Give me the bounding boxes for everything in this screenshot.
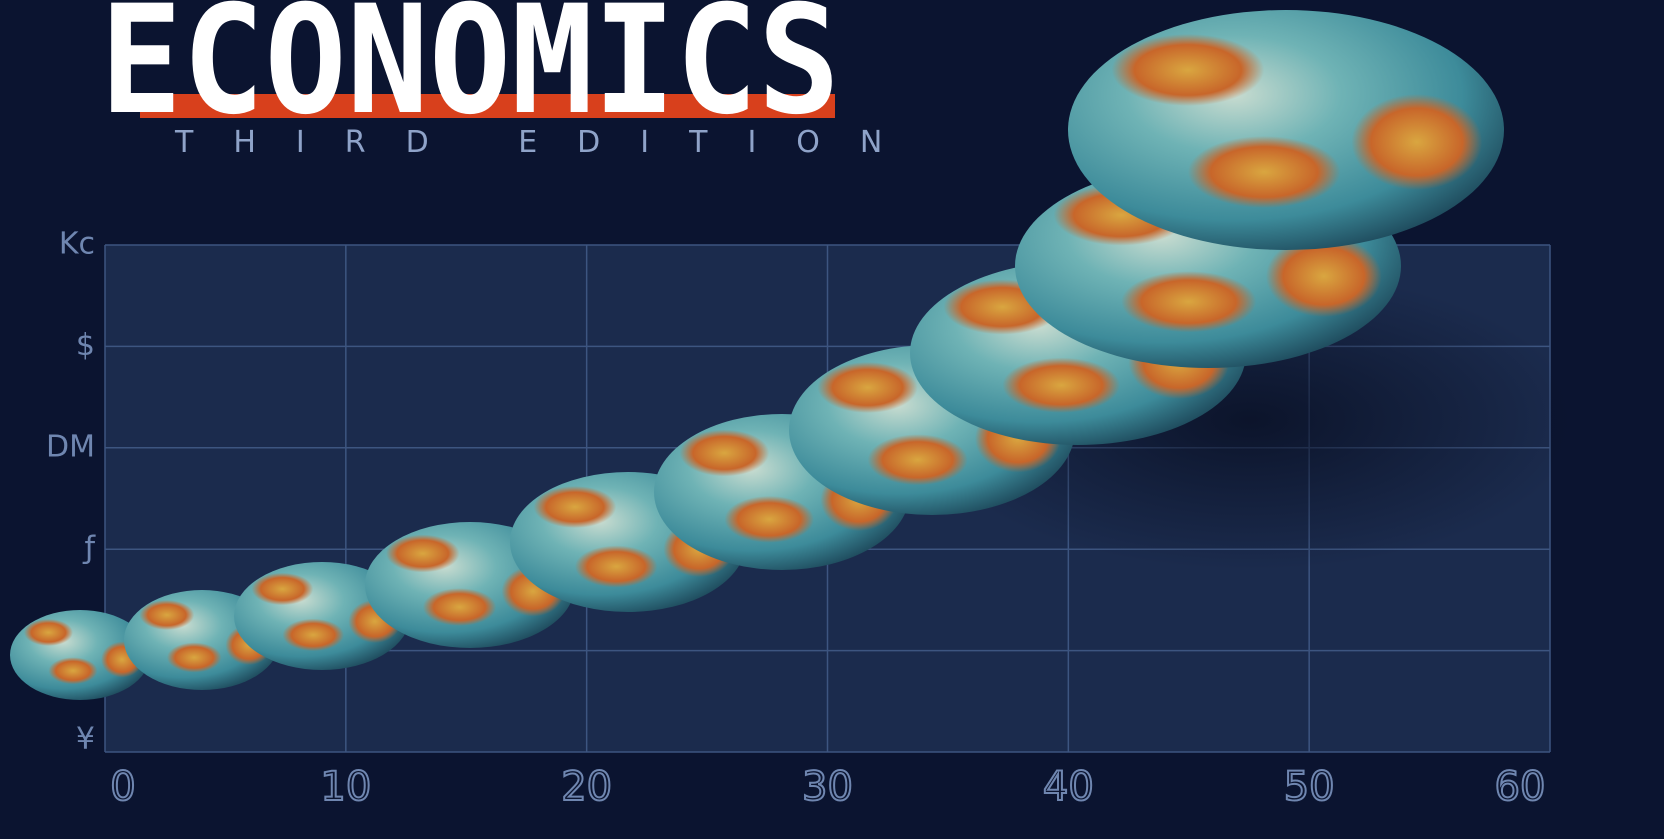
continent (24, 619, 73, 646)
continent (1112, 34, 1265, 106)
x-tick-label: 20 (561, 764, 612, 810)
x-tick-label: 60 (1495, 764, 1546, 810)
x-tick-label: 10 (320, 764, 371, 810)
y-tick-label: DM (46, 429, 95, 464)
y-tick-label: Kc (59, 227, 95, 262)
continent (140, 600, 195, 630)
continent (1002, 358, 1120, 413)
book-cover: ¥ƒDM$Kc0102030405060 ECONOMICS THIRD EDI… (0, 0, 1664, 839)
subtitle: THIRD EDITION (174, 125, 922, 160)
continent (724, 496, 814, 543)
continent (818, 362, 918, 413)
continent (282, 619, 344, 651)
x-tick-label: 0 (110, 764, 135, 810)
x-tick-label: 40 (1043, 764, 1094, 810)
continent (1188, 136, 1341, 208)
continent (49, 657, 98, 684)
continent (1121, 271, 1256, 332)
continent (252, 573, 314, 605)
x-tick-label: 30 (802, 764, 853, 810)
globe (1068, 10, 1504, 250)
continent (423, 588, 497, 626)
continent (868, 434, 968, 485)
y-tick-label: $ (76, 328, 95, 363)
y-tick-label: ¥ (76, 722, 95, 757)
continent (534, 486, 617, 528)
continent (575, 546, 658, 588)
y-tick-label: ƒ (82, 531, 96, 566)
continent (167, 643, 222, 673)
continent (680, 430, 770, 477)
continent (386, 535, 460, 573)
continent (1351, 94, 1482, 190)
page: ¥ƒDM$Kc0102030405060 ECONOMICS THIRD EDI… (0, 0, 1664, 839)
x-tick-label: 50 (1284, 764, 1335, 810)
